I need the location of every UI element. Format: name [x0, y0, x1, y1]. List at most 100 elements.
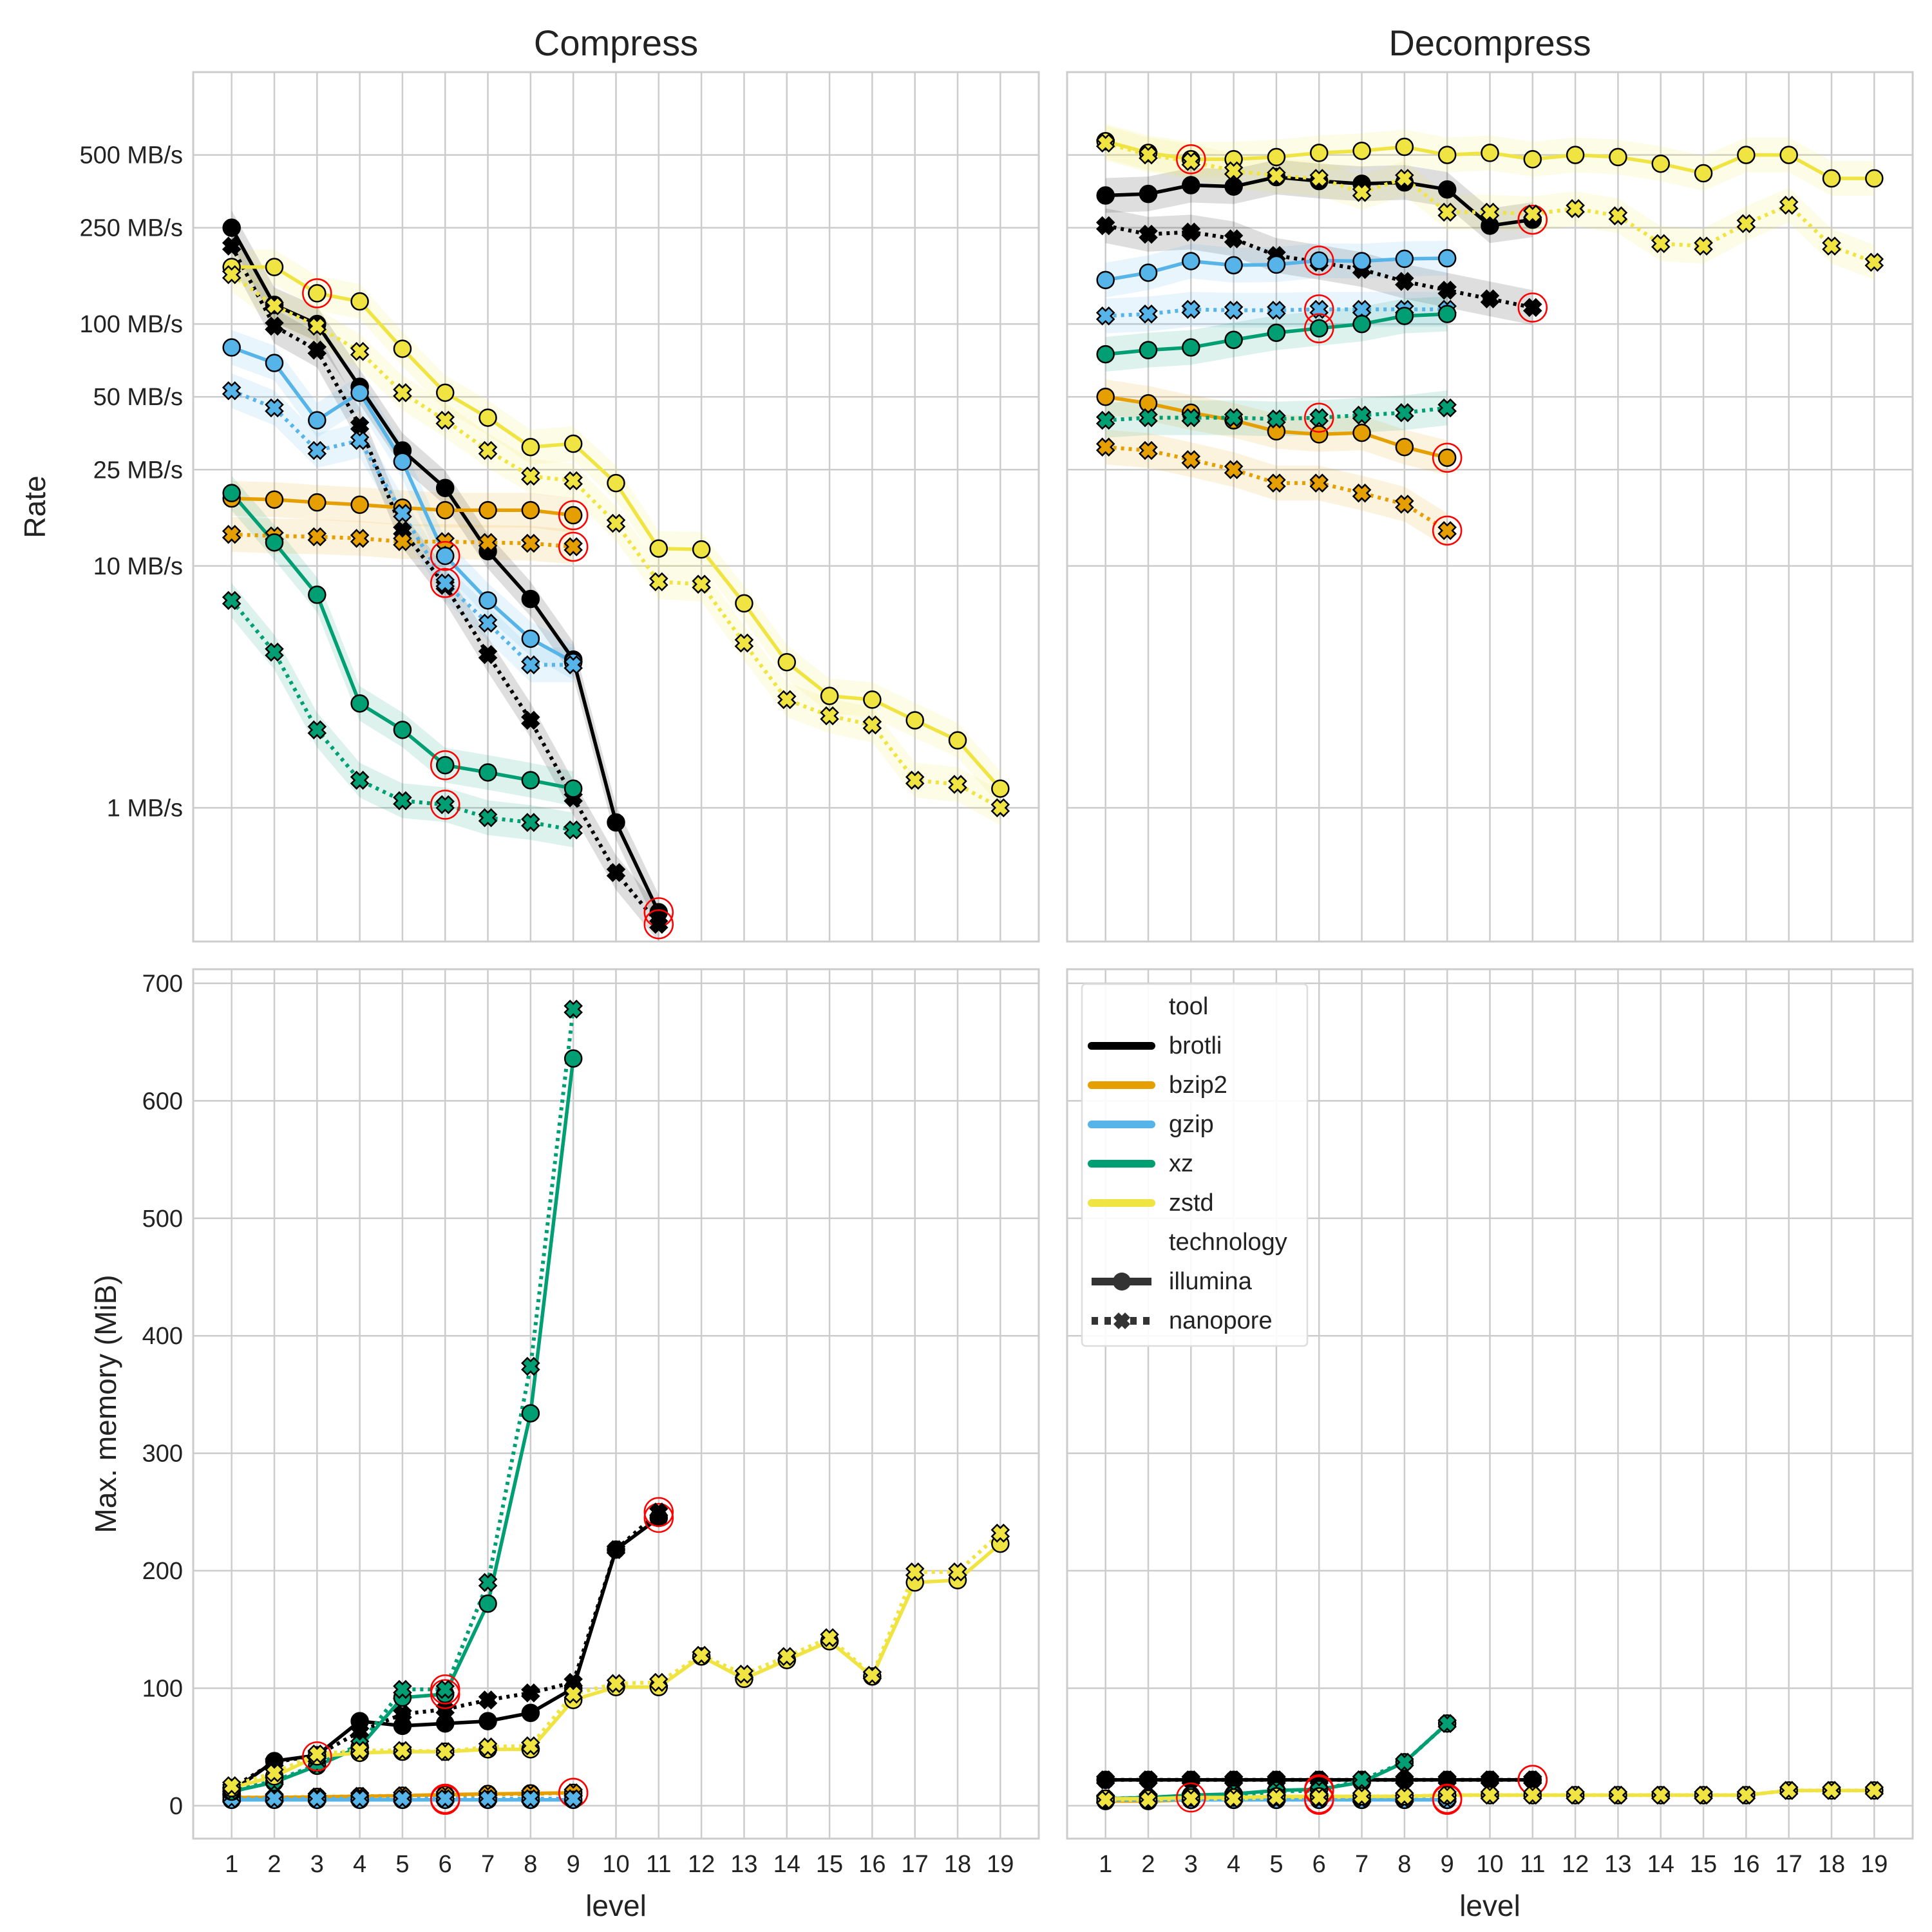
point-bzip2-nanopore: [1395, 495, 1414, 514]
x-tick-label: 11: [646, 1851, 671, 1878]
point-zstd-illumina: [820, 687, 839, 705]
highlight-ring: [1303, 245, 1334, 276]
y-tick-label: 250 MB/s: [79, 215, 183, 242]
point-bzip2-nanopore: [1224, 460, 1244, 480]
point-zstd-nanopore: [350, 342, 370, 361]
point-zstd-nanopore: [393, 1741, 412, 1760]
y-tick-label: 500: [142, 1206, 183, 1233]
point-brotli-illumina: [1139, 184, 1158, 204]
legend-item-bzip2: bzip2: [1169, 1072, 1227, 1099]
point-brotli-illumina: [521, 589, 540, 609]
y-axis-label: Rate: [18, 475, 52, 538]
point-gzip-illumina: [1437, 249, 1457, 268]
point-zstd-illumina: [1437, 146, 1457, 164]
point-gzip-nanopore: [265, 398, 284, 418]
x-tick-label: 3: [1184, 1851, 1198, 1878]
point-zstd-nanopore: [820, 706, 839, 726]
highlight-ring: [302, 1741, 332, 1772]
point-gzip-illumina: [265, 354, 284, 372]
point-zstd-illumina: [1566, 146, 1585, 164]
point-zstd-illumina: [265, 258, 284, 276]
point-zstd-nanopore: [1139, 145, 1158, 165]
band-zstd-nanopore: [231, 257, 1001, 826]
x-tick-label: 5: [1269, 1851, 1283, 1878]
point-gzip-nanopore: [564, 1789, 583, 1808]
point-gzip-nanopore: [435, 1789, 455, 1808]
point-brotli-nanopore: [265, 316, 284, 336]
point-brotli-nanopore: [606, 1540, 626, 1559]
panel-title: Compress: [534, 23, 698, 63]
point-brotli-nanopore: [1395, 1770, 1414, 1790]
point-xz-nanopore: [1139, 408, 1158, 428]
highlight-ring: [1432, 442, 1463, 473]
x-tick-label: 2: [1141, 1851, 1155, 1878]
grid: [193, 72, 1039, 942]
point-zstd-nanopore: [1566, 1785, 1585, 1805]
highlight-ring: [430, 568, 460, 598]
point-brotli-nanopore: [606, 863, 626, 882]
point-zstd-nanopore: [1480, 202, 1500, 222]
point-gzip-nanopore: [478, 1789, 498, 1808]
point-zstd-nanopore: [990, 798, 1010, 818]
point-zstd-nanopore: [350, 1741, 370, 1760]
point-zstd-nanopore: [1181, 151, 1201, 171]
point-brotli-illumina: [1437, 180, 1457, 199]
point-bzip2-nanopore: [1095, 437, 1115, 457]
legend-item-brotli: brotli: [1169, 1032, 1222, 1059]
x-tick-label: 9: [1441, 1851, 1454, 1878]
point-zstd-illumina: [1779, 146, 1798, 164]
point-xz-nanopore: [1181, 408, 1201, 428]
point-gzip-illumina: [393, 452, 412, 471]
y-tick-label: 0: [169, 1793, 183, 1820]
point-zstd-illumina: [521, 437, 540, 457]
point-gzip-illumina: [478, 591, 497, 610]
point-xz-nanopore: [1395, 1752, 1414, 1772]
point-zstd-illumina: [948, 731, 967, 750]
x-tick-label: 7: [1355, 1851, 1368, 1878]
y-tick-label: 300: [142, 1441, 183, 1468]
highlight-ring: [643, 1502, 674, 1533]
point-xz-illumina: [1096, 345, 1115, 364]
x-tick-label: 10: [1476, 1851, 1503, 1878]
point-bzip2-illumina: [1437, 448, 1457, 468]
point-bzip2-illumina: [521, 500, 540, 520]
point-zstd-nanopore: [1694, 236, 1713, 256]
point-zstd-nanopore: [1224, 1789, 1244, 1808]
point-xz-nanopore: [564, 820, 583, 840]
point-xz-illumina: [222, 484, 241, 502]
point-bzip2-illumina: [1096, 387, 1115, 406]
point-xz-illumina: [564, 779, 583, 798]
point-xz-nanopore: [521, 1356, 540, 1376]
x-tick-label: 3: [310, 1851, 324, 1878]
point-zstd-nanopore: [649, 1672, 668, 1692]
point-zstd-nanopore: [1651, 234, 1671, 254]
point-bzip2-nanopore: [1267, 473, 1286, 493]
point-xz-illumina: [521, 1404, 540, 1423]
point-xz-nanopore: [1309, 408, 1329, 428]
point-zstd-nanopore: [478, 1737, 498, 1757]
point-brotli-nanopore: [350, 1722, 370, 1741]
point-gzip-nanopore: [564, 655, 583, 675]
point-bzip2-nanopore: [1139, 440, 1158, 460]
point-brotli-nanopore: [1181, 1770, 1201, 1790]
point-zstd-illumina: [1395, 137, 1414, 156]
point-xz-nanopore: [1437, 398, 1457, 418]
point-zstd-nanopore: [1736, 1785, 1756, 1805]
point-zstd-illumina: [1865, 169, 1884, 188]
point-brotli-nanopore: [521, 1683, 540, 1703]
point-zstd-nanopore: [777, 1647, 797, 1666]
point-xz-illumina: [393, 721, 412, 739]
point-gzip-nanopore: [307, 440, 327, 460]
x-tick-label: 4: [353, 1851, 366, 1878]
point-gzip-illumina: [1395, 249, 1414, 269]
point-zstd-nanopore: [1437, 1785, 1457, 1805]
point-brotli-nanopore: [521, 710, 540, 730]
point-gzip-illumina: [435, 546, 455, 565]
point-brotli-illumina: [478, 1712, 497, 1730]
legend-marker-illumina: [1113, 1273, 1131, 1291]
x-tick-label: 13: [730, 1851, 757, 1878]
point-brotli-nanopore: [1139, 225, 1158, 244]
point-brotli-nanopore: [1437, 280, 1457, 300]
x-tick-label: 16: [858, 1851, 886, 1878]
